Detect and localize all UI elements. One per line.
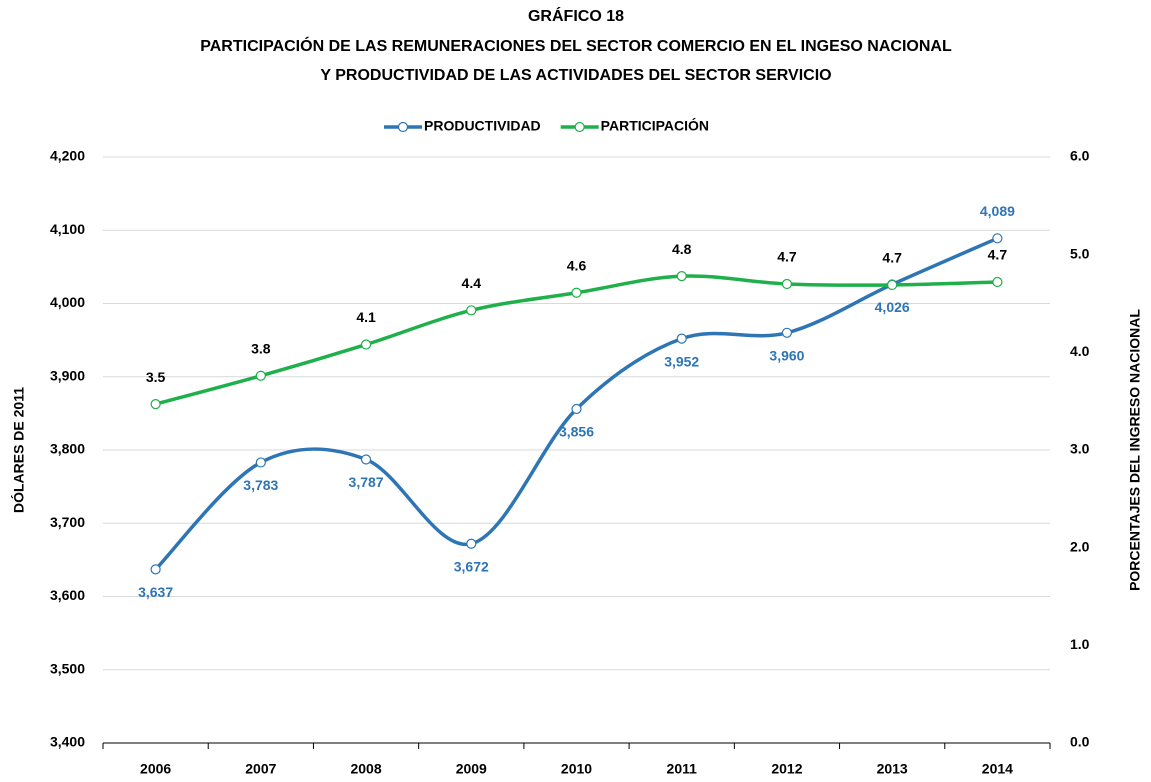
data-label: 4.7 [777,249,797,265]
legend-marker [397,121,409,133]
chart-title: Y PRODUCTIVIDAD DE LAS ACTIVIDADES DEL S… [320,67,831,84]
y-tick-label: 3,800 [50,441,85,457]
y2-tick-label: 0.0 [1070,734,1090,750]
marker [255,457,266,468]
x-tick-label: 2014 [982,761,1013,777]
chart-title: PARTICIPACIÓN DE LAS REMUNERACIONES DEL … [200,36,952,55]
data-label: 4.7 [988,247,1008,263]
y-tick-label: 3,500 [50,660,85,676]
y2-tick-label: 4.0 [1070,343,1090,359]
y2-tick-label: 1.0 [1070,636,1090,652]
y-tick-label: 3,600 [50,587,85,603]
chart-title: GRÁFICO 18 [528,6,624,25]
marker [360,339,372,350]
y-axis-title: DÓLARES DE 2011 [10,387,27,513]
series-line [154,236,999,571]
data-label: 3,960 [769,348,804,364]
data-label: 3,856 [559,424,594,440]
data-label: 4.1 [356,309,376,325]
data-label: 3,952 [664,353,699,369]
data-label: 3,787 [349,474,384,490]
legend-label: PARTICIPACIÓN [601,117,709,134]
x-tick-label: 2013 [877,761,908,777]
marker [992,276,1003,288]
marker [150,398,161,410]
data-label: 4.8 [672,241,692,257]
x-tick-label: 2009 [456,761,487,777]
x-tick-label: 2012 [771,761,802,777]
marker [360,454,372,465]
y-tick-label: 3,400 [50,734,85,750]
y2-tick-label: 5.0 [1070,245,1090,261]
data-label: 3.8 [251,340,271,356]
marker [150,564,161,575]
x-tick-label: 2006 [140,761,171,777]
legend-label: PRODUCTIVIDAD [424,118,541,134]
marker [255,370,266,381]
data-label: 3,637 [138,584,173,600]
marker [992,233,1003,244]
data-label: 3.5 [146,369,166,385]
data-label: 3,672 [454,558,489,574]
marker [466,305,477,316]
marker [781,327,793,338]
y2-tick-label: 6.0 [1070,148,1090,164]
y-tick-label: 3,700 [50,514,85,530]
marker [571,287,582,298]
y2-tick-label: 3.0 [1070,441,1090,457]
marker [781,278,793,290]
data-label: 4.6 [567,257,587,273]
marker [887,279,898,291]
x-tick-label: 2010 [561,761,592,777]
y2-tick-label: 2.0 [1070,538,1090,554]
data-label: 4,026 [875,299,910,315]
x-tick-label: 2011 [667,761,698,777]
marker [676,271,687,282]
data-label: 4,089 [980,203,1015,219]
y-tick-label: 4,200 [50,148,85,164]
y-tick-label: 3,900 [50,367,85,383]
x-tick-label: 2008 [350,761,381,777]
marker [676,333,687,344]
x-tick-label: 2007 [245,761,276,777]
marker [466,538,477,549]
legend-marker [574,121,585,133]
y2-axis-title: PORCENTAJES DEL INGRESO NACIONAL [1127,309,1143,591]
data-label: 4.4 [462,275,482,291]
data-label: 3,783 [243,477,278,493]
marker [571,403,582,415]
data-label: 4.7 [882,250,902,266]
y-tick-label: 4,000 [50,294,85,310]
y-tick-label: 4,100 [50,221,85,237]
